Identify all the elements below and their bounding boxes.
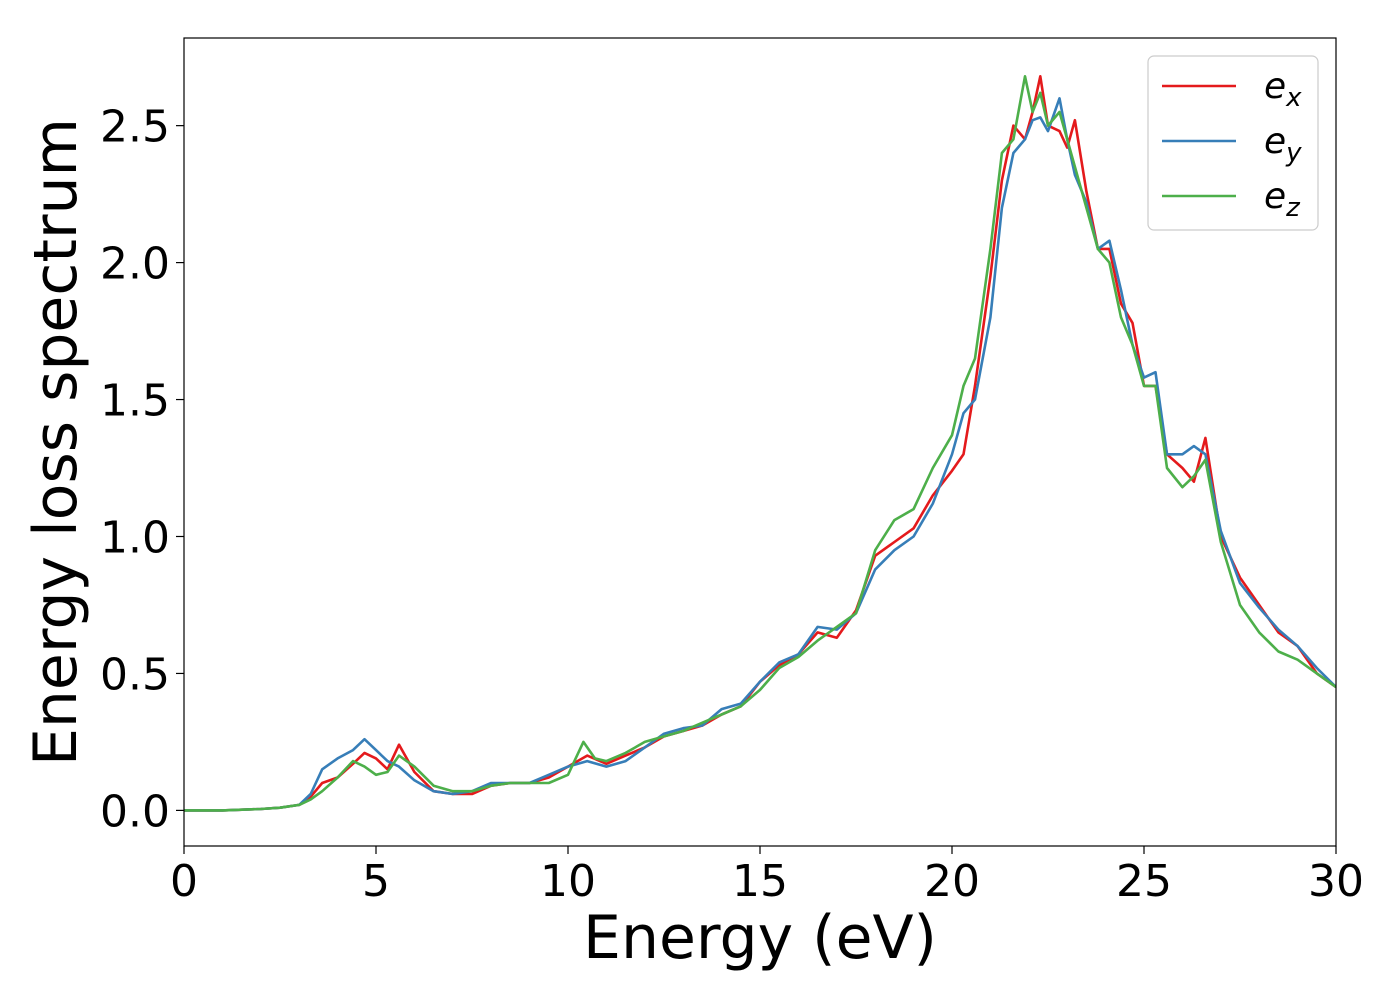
- legend-label-x: ex: [1264, 66, 1302, 113]
- legend: ex ey ez: [1147, 55, 1319, 231]
- legend-label-z: ez: [1264, 176, 1301, 223]
- y-tick-label: 0.0: [100, 786, 170, 837]
- x-tick-label: 15: [732, 856, 788, 907]
- axes: 0 5 10 15 20 25 30 0.0 0.5 1.0 1.5 2.0 2.5: [100, 37, 1364, 907]
- y-tick-label: 2.0: [100, 239, 170, 290]
- legend-label-y: ey: [1264, 121, 1302, 168]
- x-tick-label: 20: [924, 856, 980, 907]
- x-tick-label: 5: [362, 856, 390, 907]
- x-tick-label: 0: [170, 856, 198, 907]
- y-axis-title: Energy loss spectrum: [21, 118, 91, 766]
- x-axis-title: Energy (eV): [583, 903, 937, 973]
- y-tick-label: 1.0: [100, 512, 170, 563]
- plot-area: [184, 75, 1336, 812]
- x-tick-label: 30: [1308, 856, 1364, 907]
- x-tick-label: 10: [540, 856, 596, 907]
- y-tick-label: 2.5: [100, 102, 170, 153]
- legend-box: [1147, 55, 1319, 231]
- y-tick-label: 0.5: [100, 649, 170, 700]
- x-tick-label: 25: [1116, 856, 1172, 907]
- y-tick-label: 1.5: [100, 376, 170, 427]
- series-line-z: [184, 75, 1336, 812]
